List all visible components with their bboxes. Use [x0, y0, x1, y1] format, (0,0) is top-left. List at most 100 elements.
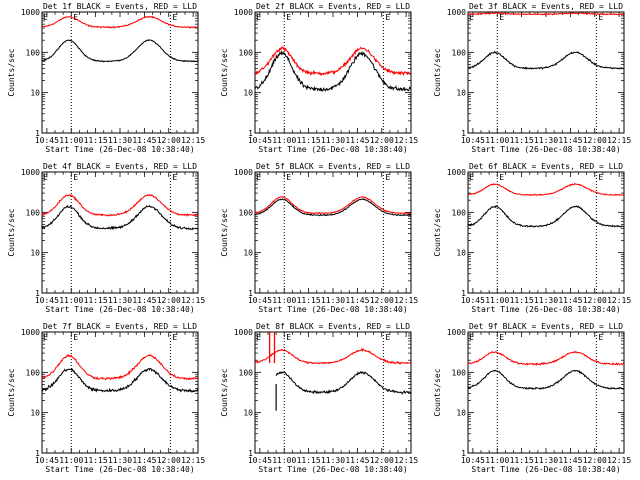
series-lld-line: [41, 353, 198, 381]
x-tick-label: 10:45: [461, 296, 485, 305]
y-tick-label: 100: [239, 208, 254, 217]
segment-marker: E: [172, 13, 177, 22]
x-tick-label: 11:15: [84, 296, 108, 305]
x-tick-label: 11:45: [558, 456, 582, 465]
plot-frame: [41, 171, 199, 294]
y-axis-label: Counts/sec: [220, 208, 229, 256]
x-tick-label: 11:45: [132, 456, 156, 465]
series-lld-line: [254, 347, 411, 365]
y-tick-label: 100: [452, 368, 467, 377]
y-axis-label: Counts/sec: [220, 48, 229, 96]
y-axis-label: Counts/sec: [433, 48, 442, 96]
x-tick-label: 11:45: [558, 136, 582, 145]
x-tick-label: 12:00: [157, 456, 181, 465]
y-tick-label: 100: [26, 368, 41, 377]
x-tick-label: 11:30: [108, 136, 132, 145]
x-tick-label: 11:45: [345, 136, 369, 145]
x-tick-label: 12:15: [181, 136, 205, 145]
y-tick-label: 1000: [21, 168, 40, 177]
x-tick-label: 11:45: [132, 296, 156, 305]
x-tick-label: 11:00: [59, 136, 83, 145]
segment-marker: E: [598, 13, 603, 22]
x-axis-label: Start Time (26-Dec-08 10:38:40): [471, 145, 620, 154]
panel-det-8: Det 8f BLACK = Events, RED = LLD 1 10 100 10…: [220, 322, 418, 474]
panel-title: Det 6f BLACK = Events, RED = LLD: [469, 162, 623, 171]
x-tick-label: 10:45: [461, 456, 485, 465]
y-tick-label: 10: [30, 89, 40, 98]
y-tick-label: 10: [456, 249, 466, 258]
x-tick-label: 12:15: [394, 456, 418, 465]
y-tick-label: 100: [452, 48, 467, 57]
series-events-line: [275, 370, 412, 395]
x-tick-label: 11:30: [321, 136, 345, 145]
panel-title: Det 5f BLACK = Events, RED = LLD: [256, 162, 410, 171]
segment-marker: E: [469, 333, 474, 342]
x-tick-label: 11:30: [108, 456, 132, 465]
y-axis-label: Counts/sec: [433, 208, 442, 256]
segment-marker: E: [256, 13, 261, 22]
x-tick-label: 11:00: [272, 136, 296, 145]
x-tick-label: 10:45: [248, 136, 272, 145]
y-tick-label: 1000: [21, 328, 40, 337]
y-tick-label: 100: [452, 208, 467, 217]
y-tick-label: 10: [243, 249, 253, 258]
y-tick-label: 1000: [447, 168, 466, 177]
segment-marker: E: [73, 173, 78, 182]
x-tick-label: 11:15: [84, 136, 108, 145]
panel-det-5: Det 5f BLACK = Events, RED = LLD 1 10 100 10…: [220, 162, 418, 314]
x-axis-label: Start Time (26-Dec-08 10:38:40): [45, 465, 194, 474]
panel-title: Det 7f BLACK = Events, RED = LLD: [43, 322, 197, 331]
x-tick-label: 11:30: [534, 456, 558, 465]
x-tick-label: 12:15: [181, 456, 205, 465]
panel-det-3: Det 3f BLACK = Events, RED = LLD 1 10 100 10…: [433, 2, 631, 154]
y-tick-label: 1: [461, 449, 466, 458]
segment-marker: E: [598, 173, 603, 182]
plot-frame: [41, 11, 199, 134]
series-events-line: [254, 198, 412, 217]
y-tick-label: 1000: [21, 8, 40, 17]
panel-det-4: Det 4f BLACK = Events, RED = LLD 1 10 100 10…: [7, 162, 205, 314]
panel-det-9: Det 9f BLACK = Events, RED = LLD 1 10 100 10…: [433, 322, 631, 474]
x-axis-label: Start Time (26-Dec-08 10:38:40): [258, 305, 407, 314]
y-tick-label: 10: [456, 409, 466, 418]
x-tick-label: 12:15: [394, 296, 418, 305]
panel-det-1: Det 1f BLACK = Events, RED = LLD 1 10 100 10…: [7, 2, 205, 154]
y-tick-label: 10: [30, 409, 40, 418]
x-tick-label: 12:15: [607, 136, 631, 145]
segment-marker: E: [469, 13, 474, 22]
y-tick-label: 10: [456, 89, 466, 98]
segment-marker: E: [43, 333, 48, 342]
y-tick-label: 100: [239, 368, 254, 377]
segment-marker: E: [43, 173, 48, 182]
x-tick-label: 12:15: [607, 296, 631, 305]
segment-marker: E: [385, 333, 390, 342]
y-axis-label: Counts/sec: [433, 368, 442, 416]
x-tick-label: 10:45: [461, 136, 485, 145]
x-tick-label: 12:00: [583, 136, 607, 145]
x-tick-label: 11:45: [345, 296, 369, 305]
x-tick-label: 12:00: [157, 296, 181, 305]
y-tick-label: 1000: [234, 8, 253, 17]
y-axis-label: Counts/sec: [7, 208, 16, 256]
y-axis-label: Counts/sec: [7, 48, 16, 96]
x-tick-label: 11:30: [108, 296, 132, 305]
series-lld-line: [468, 11, 625, 16]
x-tick-label: 11:30: [534, 296, 558, 305]
y-tick-label: 10: [243, 89, 253, 98]
x-tick-label: 11:45: [345, 456, 369, 465]
series-lld-line: [41, 15, 198, 29]
panel-title: Det 3f BLACK = Events, RED = LLD: [469, 2, 623, 11]
series-events-line: [41, 204, 199, 231]
segment-marker: E: [256, 173, 261, 182]
x-tick-label: 11:00: [59, 296, 83, 305]
x-axis-label: Start Time (26-Dec-08 10:38:40): [45, 145, 194, 154]
x-axis-label: Start Time (26-Dec-08 10:38:40): [471, 465, 620, 474]
panel-title: Det 4f BLACK = Events, RED = LLD: [43, 162, 197, 171]
plot-frame: [41, 331, 199, 454]
x-tick-label: 11:15: [84, 456, 108, 465]
series-events-line: [467, 204, 624, 228]
segment-marker: E: [172, 333, 177, 342]
x-tick-label: 11:15: [297, 296, 321, 305]
segment-marker: E: [286, 333, 291, 342]
x-tick-label: 12:15: [181, 296, 205, 305]
